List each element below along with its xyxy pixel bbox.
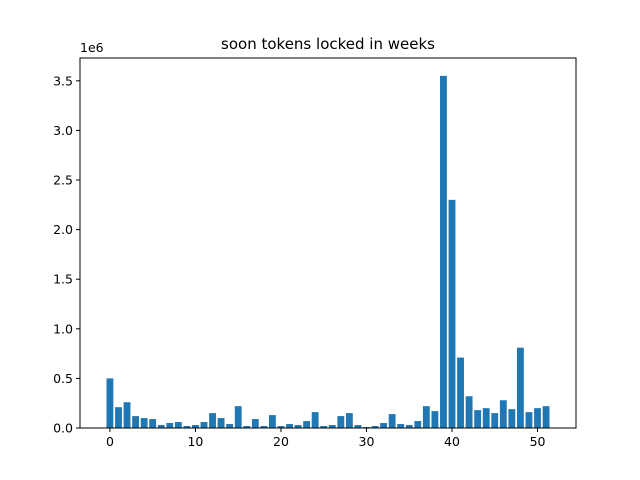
bar-week-45 bbox=[491, 413, 499, 428]
bar-week-10 bbox=[192, 425, 199, 428]
bar-week-11 bbox=[200, 422, 208, 428]
bar-week-18 bbox=[260, 426, 268, 428]
bars-layer bbox=[106, 75, 550, 429]
x-tick-label: 0 bbox=[106, 434, 114, 449]
bar-week-5 bbox=[149, 419, 157, 428]
bar-week-46 bbox=[499, 400, 507, 428]
bar-week-49 bbox=[525, 412, 533, 428]
bar-week-2 bbox=[123, 402, 131, 428]
y-tick-label: 2.0 bbox=[53, 222, 73, 237]
bar-week-4 bbox=[140, 418, 148, 428]
bar-week-28 bbox=[345, 413, 353, 428]
bar-week-43 bbox=[474, 410, 482, 428]
bar-week-3 bbox=[132, 416, 140, 428]
bar-week-0 bbox=[106, 378, 114, 428]
x-tick-label: 50 bbox=[530, 434, 546, 449]
y-tick-label: 3.0 bbox=[53, 123, 73, 138]
y-scale-label: 1e6 bbox=[80, 40, 104, 55]
bar-week-42 bbox=[465, 396, 473, 428]
bar-week-23 bbox=[303, 421, 311, 428]
axes-layer: 0 10 20 30 40 50 0.0 0.5 1.0 1.5 2.0 2.5 3.0 3.5 bbox=[53, 57, 577, 449]
bar-week-8 bbox=[174, 422, 182, 428]
y-tick-label: 3.5 bbox=[53, 73, 73, 88]
bar-week-26 bbox=[328, 425, 336, 428]
bar-week-51 bbox=[542, 406, 550, 428]
bar-week-25 bbox=[320, 426, 328, 428]
bar-week-13 bbox=[217, 418, 225, 428]
bar-week-32 bbox=[380, 423, 388, 428]
bar-week-50 bbox=[534, 408, 541, 428]
bar-week-33 bbox=[388, 414, 396, 428]
bar-week-34 bbox=[397, 424, 405, 428]
bar-week-6 bbox=[157, 425, 165, 428]
bar-week-35 bbox=[405, 425, 413, 428]
bar-week-29 bbox=[354, 425, 362, 428]
bar-week-37 bbox=[422, 406, 430, 428]
y-tick-label: 2.5 bbox=[53, 173, 73, 188]
bar-week-16 bbox=[243, 426, 251, 428]
bar-week-22 bbox=[294, 425, 302, 428]
bar-week-9 bbox=[183, 426, 191, 428]
bar-week-47 bbox=[508, 409, 516, 428]
plot-frame bbox=[79, 57, 577, 429]
bar-week-7 bbox=[166, 423, 174, 428]
bar-week-12 bbox=[209, 413, 216, 428]
bar-week-1 bbox=[115, 407, 122, 428]
x-tick-label: 30 bbox=[359, 434, 375, 449]
bar-week-36 bbox=[414, 421, 422, 428]
y-tick-label: 1.5 bbox=[53, 272, 73, 287]
bar-week-20 bbox=[277, 426, 285, 428]
bar-week-14 bbox=[226, 424, 234, 428]
bar-week-21 bbox=[286, 424, 293, 428]
bar-week-44 bbox=[482, 408, 490, 428]
bar-week-31 bbox=[371, 426, 379, 428]
bar-week-17 bbox=[251, 419, 259, 428]
bar-week-27 bbox=[337, 416, 345, 428]
y-tick-label: 1.0 bbox=[53, 321, 73, 336]
bar-week-48 bbox=[516, 347, 524, 428]
chart-title: soon tokens locked in weeks bbox=[221, 35, 435, 53]
bar-week-24 bbox=[311, 412, 319, 428]
bar-week-39 bbox=[440, 75, 447, 429]
bar-week-38 bbox=[431, 411, 439, 428]
bar-week-19 bbox=[268, 415, 276, 428]
x-tick-label: 40 bbox=[444, 434, 460, 449]
bar-week-40 bbox=[448, 199, 456, 428]
y-tick-label: 0.5 bbox=[53, 371, 73, 386]
x-tick-label: 10 bbox=[187, 434, 203, 449]
x-tick-label: 20 bbox=[273, 434, 289, 449]
bar-week-15 bbox=[234, 406, 242, 428]
y-tick-label: 0.0 bbox=[53, 421, 73, 436]
bar-week-41 bbox=[457, 357, 464, 428]
